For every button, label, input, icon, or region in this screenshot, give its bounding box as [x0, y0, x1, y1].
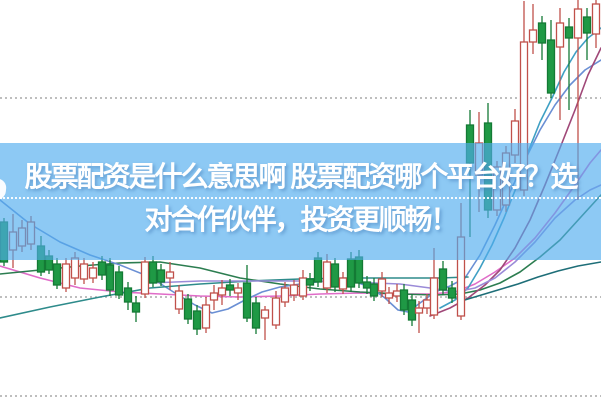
title-banner: 股票配资是什么意思啊 股票配资哪个平台好？选 对合作伙伴，投资更顺畅！	[0, 143, 601, 260]
candle-down	[251, 297, 261, 334]
candle-up	[414, 301, 424, 333]
candle-up	[289, 280, 299, 301]
candle-up	[201, 297, 211, 333]
candle-down	[52, 258, 62, 289]
candle-down	[537, 16, 547, 60]
candle-up	[209, 285, 219, 310]
banner-gridline	[0, 197, 601, 199]
candle-up	[140, 257, 150, 298]
candle-up	[528, 4, 538, 54]
candle-down	[582, 8, 592, 60]
candle-down	[123, 282, 133, 310]
candle-down	[242, 265, 252, 322]
banner-title-line2: 对合作伙伴，投资更顺畅！	[144, 204, 458, 235]
candle-down	[447, 281, 457, 303]
candle-up	[384, 287, 394, 304]
banner-title-line1: 股票配资是什么意思啊 股票配资哪个平台好？选	[24, 161, 579, 192]
candle-up	[392, 284, 402, 302]
candle-down	[114, 266, 124, 299]
candle-down	[97, 256, 107, 280]
candle-up	[338, 272, 348, 294]
candle-up	[260, 306, 270, 340]
candle-up	[174, 285, 184, 314]
candle-up	[377, 272, 387, 297]
candle-down	[369, 278, 379, 301]
candle-down	[564, 18, 574, 110]
candle-down	[330, 258, 340, 292]
ma-dark-teal	[457, 261, 601, 303]
candle-down	[105, 258, 115, 296]
candle-up	[555, 8, 565, 120]
candle-down	[407, 294, 417, 326]
candle-up	[322, 254, 332, 293]
candle-down	[225, 279, 235, 296]
candle-up	[217, 280, 227, 305]
candle-up	[271, 291, 281, 329]
candle-down	[438, 261, 448, 295]
candle-down	[131, 296, 141, 322]
candle-up	[79, 258, 89, 284]
candle-up	[165, 262, 175, 290]
candle-down	[192, 305, 202, 335]
candle-up	[298, 270, 308, 300]
candle-up	[280, 282, 290, 307]
candle-up	[591, 0, 601, 48]
candle-down	[156, 264, 166, 286]
candle-up	[61, 258, 71, 292]
candle-down	[148, 256, 158, 287]
candle-down	[546, 20, 556, 98]
candle-down	[183, 294, 193, 324]
candle-up	[233, 283, 243, 300]
candle-down	[305, 273, 315, 291]
candle-up	[88, 262, 98, 283]
candle-down	[399, 284, 409, 315]
